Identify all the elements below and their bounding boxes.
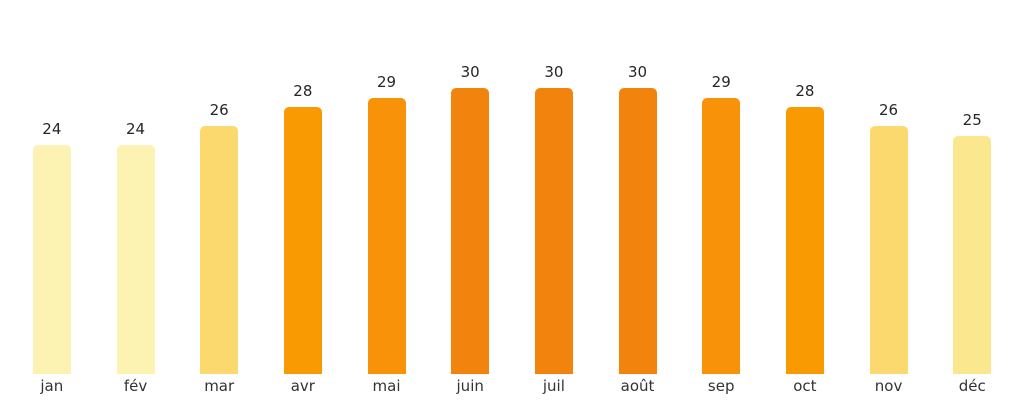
bar bbox=[785, 107, 824, 374]
bar-value-label: 28 bbox=[795, 82, 815, 101]
x-axis-label: jan bbox=[40, 377, 64, 395]
bar bbox=[116, 145, 155, 374]
bar-value-label: 26 bbox=[209, 101, 229, 120]
bar bbox=[32, 145, 71, 374]
bar bbox=[283, 107, 322, 374]
x-axis-label: nov bbox=[874, 377, 903, 395]
bar-column: 26 mar bbox=[177, 0, 261, 404]
bar-column: 30 juil bbox=[512, 0, 596, 404]
bar-column: 28 avr bbox=[261, 0, 345, 404]
bar-stack: 25 bbox=[953, 0, 992, 374]
x-axis-label: avr bbox=[290, 377, 315, 395]
bar-stack: 29 bbox=[367, 0, 406, 374]
bar-stack: 29 bbox=[702, 0, 741, 374]
x-axis-label: sep bbox=[707, 377, 735, 395]
bar-stack: 26 bbox=[869, 0, 908, 374]
chart-plot-area: 24 jan 24 fév 26 mar 28 avr 29 mai 30 juin 30 juil 30 a… bbox=[10, 0, 1014, 404]
bar-column: 29 sep bbox=[679, 0, 763, 404]
bar-column: 25 déc bbox=[930, 0, 1014, 404]
x-axis-label: oct bbox=[793, 377, 817, 395]
x-axis-label: fév bbox=[123, 377, 148, 395]
bar-value-label: 28 bbox=[293, 82, 313, 101]
bar bbox=[618, 88, 657, 374]
x-axis-label: août bbox=[620, 377, 655, 395]
bar-value-label: 26 bbox=[879, 101, 899, 120]
bar-column: 30 août bbox=[596, 0, 680, 404]
bar bbox=[702, 97, 741, 374]
x-axis-label: juin bbox=[456, 377, 484, 395]
bar-column: 24 fév bbox=[94, 0, 178, 404]
x-axis-label: déc bbox=[958, 377, 986, 395]
bar bbox=[200, 126, 239, 374]
bar-column: 29 mai bbox=[345, 0, 429, 404]
bar-stack: 24 bbox=[32, 0, 71, 374]
bar-value-label: 29 bbox=[711, 72, 731, 91]
bar-stack: 30 bbox=[451, 0, 490, 374]
bar bbox=[451, 88, 490, 374]
bar-value-label: 29 bbox=[376, 72, 397, 91]
bar-value-label: 30 bbox=[544, 63, 564, 82]
bar-column: 24 jan bbox=[10, 0, 94, 404]
x-axis-label: mai bbox=[372, 377, 401, 395]
bar-value-label: 25 bbox=[962, 110, 982, 129]
bar-stack: 28 bbox=[785, 0, 824, 374]
bar-value-label: 30 bbox=[460, 63, 480, 82]
bar-stack: 26 bbox=[200, 0, 239, 374]
bar-stack: 24 bbox=[116, 0, 155, 374]
bar-column: 28 oct bbox=[763, 0, 847, 404]
bar bbox=[869, 126, 908, 374]
x-axis-label: juil bbox=[542, 377, 565, 395]
bar-stack: 30 bbox=[618, 0, 657, 374]
bar-stack: 28 bbox=[283, 0, 322, 374]
bar-stack: 30 bbox=[534, 0, 573, 374]
bar-value-label: 24 bbox=[42, 120, 62, 139]
bar-column: 26 nov bbox=[847, 0, 931, 404]
bar bbox=[534, 88, 573, 374]
x-axis-label: mar bbox=[204, 377, 235, 395]
bar bbox=[367, 97, 406, 374]
bar-value-label: 30 bbox=[627, 63, 648, 82]
bar-value-label: 24 bbox=[125, 120, 146, 139]
bar bbox=[953, 135, 992, 374]
bar-column: 30 juin bbox=[428, 0, 512, 404]
